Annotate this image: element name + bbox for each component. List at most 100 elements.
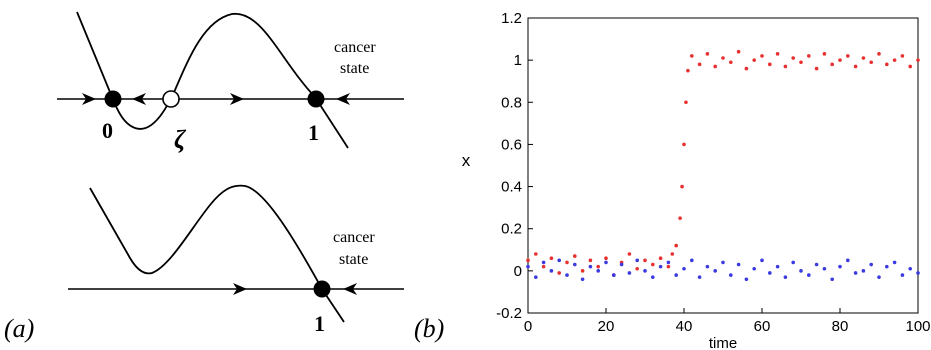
red-data-point — [892, 58, 897, 62]
blue-data-point — [651, 275, 655, 279]
x-tick-label: 40 — [676, 318, 693, 335]
red-data-point — [908, 64, 912, 69]
blue-data-point — [674, 273, 678, 277]
blue-data-point — [541, 260, 546, 265]
blue-data-point — [768, 271, 772, 275]
blue-data-point — [729, 273, 733, 277]
red-data-point — [791, 56, 795, 60]
red-data-point — [565, 260, 569, 265]
blue-data-point — [658, 264, 663, 269]
blue-data-point — [635, 258, 639, 263]
red-data-point — [830, 62, 834, 67]
fixed-point-label-0: 0 — [102, 118, 113, 143]
stable-point-0 — [104, 90, 122, 108]
blue-data-point — [861, 269, 866, 273]
blue-data-point — [643, 269, 647, 273]
blue-data-point — [697, 275, 702, 279]
red-data-point — [760, 54, 764, 58]
red-data-point — [678, 216, 682, 220]
red-data-point — [635, 266, 639, 271]
bottom-curve — [89, 184, 345, 323]
blue-data-point — [916, 271, 920, 275]
y-tick-label: 0.4 — [501, 179, 522, 196]
unstable-point-zeta — [162, 90, 180, 108]
red-data-point — [775, 52, 780, 56]
blue-data-point — [853, 271, 858, 275]
arrow-left-icon — [336, 93, 350, 105]
red-data-point — [729, 60, 733, 65]
red-data-point — [783, 64, 788, 69]
red-data-point — [680, 184, 684, 189]
cancer-state-label-line1: cancer — [334, 39, 376, 56]
x-tick-label: 20 — [598, 318, 615, 335]
red-data-point — [541, 264, 546, 269]
blue-data-point — [573, 262, 577, 267]
x-axis: 0 20 40 60 80 100 — [524, 308, 931, 335]
cancer-state-label-line2: state — [339, 251, 368, 268]
blue-data-point — [549, 269, 554, 273]
fixed-point-label-1: 1 — [314, 311, 325, 336]
red-data-point — [627, 252, 632, 256]
y-tick-label: 0 — [514, 263, 522, 280]
arrow-left-icon — [343, 283, 357, 295]
blue-data-point — [869, 262, 873, 267]
red-data-point — [604, 256, 608, 261]
panel-a: 0 ζ 1 cancer state 1 cancer state (a) — [4, 11, 404, 343]
y-tick-label: 1 — [514, 52, 522, 69]
y-tick-label: 0.8 — [501, 94, 522, 111]
blue-data-point — [721, 260, 725, 265]
red-data-point — [666, 264, 671, 269]
blue-data-point — [892, 260, 897, 265]
y-tick-label: 0.6 — [501, 136, 522, 153]
blue-data-point — [619, 262, 624, 267]
blue-data-point — [799, 269, 803, 273]
arrow-right-icon — [233, 283, 247, 295]
blue-data-point — [791, 260, 795, 265]
red-data-point — [869, 60, 873, 65]
fixed-point-label-1: 1 — [308, 120, 319, 145]
red-data-point — [752, 58, 756, 62]
red-data-point — [861, 56, 866, 60]
red-data-point — [658, 256, 663, 261]
red-data-point — [526, 258, 530, 263]
y-tick-label: 1.2 — [501, 10, 522, 27]
x-tick-label: 80 — [832, 318, 849, 335]
blue-data-point — [752, 266, 756, 271]
blue-data-point — [908, 266, 912, 271]
red-data-point — [768, 62, 772, 67]
blue-data-point — [744, 277, 749, 282]
x-tick-label: 100 — [905, 318, 930, 335]
y-tick-label: 0.2 — [501, 221, 522, 238]
blue-data-point — [736, 262, 741, 267]
red-data-point — [690, 54, 694, 58]
blue-data-point — [713, 269, 717, 273]
red-data-point — [877, 52, 881, 56]
red-data-point — [670, 252, 675, 256]
blue-data-point — [557, 258, 561, 263]
blue-data-point — [596, 269, 600, 273]
bottom-phase-diagram: 1 cancer state — [68, 184, 404, 336]
stable-point-1 — [307, 90, 325, 108]
x-tick-label: 0 — [524, 318, 532, 335]
red-data-point — [744, 66, 749, 71]
arrow-left-icon — [132, 93, 146, 105]
blue-data-point — [900, 273, 905, 277]
cancer-state-label-line1: cancer — [333, 229, 375, 246]
red-data-point — [596, 264, 600, 269]
red-data-point — [814, 66, 819, 71]
arrow-right-icon — [82, 93, 96, 105]
red-data-point — [651, 262, 655, 267]
blue-data-point — [705, 264, 710, 269]
blue-data-point — [830, 277, 834, 282]
blue-data-point — [814, 262, 819, 267]
red-data-point — [853, 64, 858, 69]
red-data-point — [674, 243, 678, 248]
panel-b-label: (b) — [414, 314, 444, 343]
red-data-point — [580, 269, 585, 273]
cancer-state-label-line2: state — [340, 60, 369, 77]
red-data-point — [916, 58, 920, 62]
blue-data-point — [885, 264, 889, 269]
panel-a-label: (a) — [4, 314, 34, 343]
red-data-point — [736, 49, 741, 54]
